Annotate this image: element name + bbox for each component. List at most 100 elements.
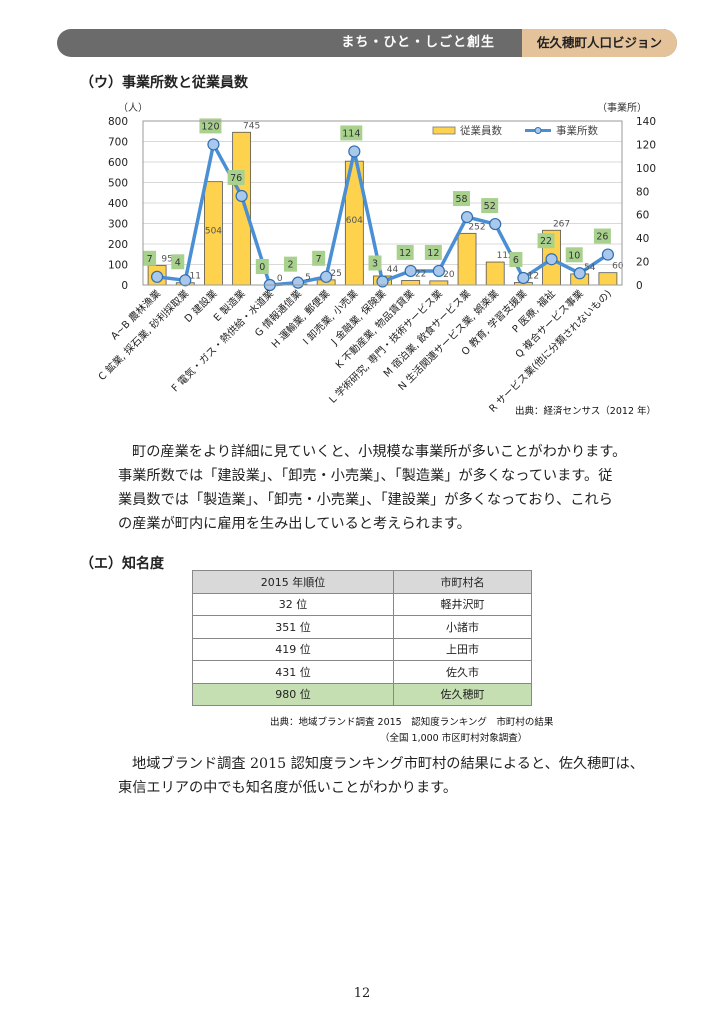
establishment-data-label: 0 <box>259 262 265 273</box>
table-row: 351 位小諸市 <box>192 615 533 639</box>
paragraph-line: の産業が町内に雇用を生み出していると考えられます。 <box>118 516 471 532</box>
establishment-data-label: 6 <box>513 255 519 266</box>
establishment-data-label: 76 <box>230 173 242 184</box>
table-source-note: （全国 1,000 市区町村対象調査） <box>380 733 528 744</box>
establishment-point <box>545 253 558 266</box>
municipality-cell: 佐久穂町 <box>392 682 533 706</box>
establishment-data-label: 12 <box>427 248 439 259</box>
rank-cell: 419 位 <box>192 637 394 661</box>
rank-cell: 980 位 <box>192 682 394 706</box>
paragraph-recognition: 地域ブランド調査 2015 認知度ランキング市町村の結果によると、佐久穂町は、 … <box>118 752 648 800</box>
establishment-label-box <box>537 233 555 249</box>
establishment-label-box <box>565 247 583 263</box>
right-tick-label: 40 <box>636 233 649 245</box>
establishment-label-box <box>593 228 611 244</box>
table-row: 431 位佐久市 <box>192 660 533 684</box>
establishment-label-box <box>340 125 363 141</box>
category-label: F 電気・ガス・熱供給・水道業 <box>168 287 275 394</box>
employee-data-label: 44 <box>387 265 399 275</box>
employee-data-label: 11 <box>190 272 201 282</box>
establishment-label-box <box>227 169 245 185</box>
establishment-data-label: 3 <box>372 258 378 269</box>
municipality-cell: 軽井沢町 <box>392 592 533 616</box>
employee-data-label: 112 <box>497 251 514 261</box>
employee-bar <box>401 280 421 286</box>
page-number: 12 <box>353 986 371 1001</box>
establishment-point <box>601 248 615 261</box>
establishment-point <box>489 217 502 231</box>
paragraph-line: 地域ブランド調査 2015 認知度ランキング市町村の結果によると、佐久穂町は、 <box>132 756 644 772</box>
paragraph-line: 町の産業をより詳細に見ていくと、小規模な事業所が多いことがわかります。 <box>132 444 627 460</box>
establishment-point <box>150 270 164 283</box>
establishment-data-label: 2 <box>287 260 293 271</box>
plot-area-border <box>142 120 623 286</box>
establishment-label-box <box>143 250 157 266</box>
paragraph-line: 東信エリアの中でも知名度が低いことがわかります。 <box>118 780 458 796</box>
legend-employees-label: 従業員数 <box>460 124 502 137</box>
employee-data-label: 504 <box>205 226 222 236</box>
municipality-cell: 佐久市 <box>392 660 533 684</box>
establishment-label-box <box>283 256 297 272</box>
establishment-data-label: 26 <box>596 232 608 243</box>
table-source: 出典：地域ブランド調査 2015 認知度ランキング 市町村の結果 <box>270 717 554 728</box>
employee-data-label: 20 <box>443 270 455 280</box>
legend-bar-swatch <box>432 126 456 135</box>
employee-data-label: 54 <box>584 263 596 273</box>
establishment-label-box <box>509 251 523 267</box>
header-section-title: まち・ひと・しごと創生 <box>341 35 495 50</box>
category-label: A~B 農林漁業 <box>108 287 163 342</box>
establishment-point <box>207 138 220 151</box>
table-row: 419 位上田市 <box>192 637 533 661</box>
left-tick-label: 200 <box>108 239 128 251</box>
establishment-data-label: 58 <box>455 194 467 205</box>
table-row: 32 位軽井沢町 <box>192 592 533 616</box>
employee-bar <box>232 131 252 286</box>
employee-data-label: 95 <box>161 255 172 265</box>
left-tick-label: 300 <box>108 219 128 231</box>
establishment-point <box>573 267 586 280</box>
employee-data-label: 604 <box>346 216 363 226</box>
section-heading-establishments: （ウ）事業所数と従業員数 <box>80 75 248 91</box>
establishment-data-label: 7 <box>147 254 153 265</box>
paragraph-industry: 町の産業をより詳細に見ていくと、小規模な事業所が多いことがわかります。 事業所数… <box>118 440 648 536</box>
establishment-point <box>432 264 445 278</box>
municipality-cell: 小諸市 <box>392 615 533 639</box>
header-document-title: 佐久穂町人口ビジョン <box>522 29 677 57</box>
employee-data-label: 25 <box>330 269 341 279</box>
establishment-label-box <box>171 254 185 270</box>
right-axis-unit: （事業所） <box>597 101 647 114</box>
column-header-municipality: 市町村名 <box>392 570 533 594</box>
establishment-point <box>179 274 192 287</box>
establishment-data-label: 12 <box>399 248 411 259</box>
employee-bar <box>485 261 505 286</box>
establishment-label-box <box>368 255 382 271</box>
chart-axes: 0100200300400500600700800020406080100120… <box>108 116 656 292</box>
left-tick-label: 700 <box>108 137 128 149</box>
left-tick-label: 100 <box>108 260 128 272</box>
left-tick-label: 500 <box>108 178 128 190</box>
establishment-label-box <box>424 244 442 260</box>
column-header-rank: 2015 年順位 <box>192 570 394 594</box>
rank-cell: 351 位 <box>192 615 394 639</box>
establishment-label-box <box>453 191 471 207</box>
establishment-data-label: 120 <box>201 121 219 132</box>
establishment-point <box>460 210 474 224</box>
establishment-data-label: 4 <box>175 257 181 268</box>
establishment-label-box <box>481 198 499 214</box>
page-header-bar: まち・ひと・しごと創生 佐久穂町人口ビジョン <box>57 29 677 57</box>
establishment-point <box>376 275 389 288</box>
right-tick-label: 60 <box>636 210 649 222</box>
left-tick-label: 800 <box>108 116 128 128</box>
rank-cell: 32 位 <box>192 592 394 616</box>
establishment-label-box <box>199 118 222 134</box>
establishment-data-label: 10 <box>568 250 580 261</box>
chart-legend: 従業員数 事業所数 <box>432 124 598 137</box>
left-tick-label: 600 <box>108 157 128 169</box>
municipality-cell: 上田市 <box>392 637 533 661</box>
establishment-label-box <box>312 250 326 266</box>
employee-data-label: 252 <box>468 222 485 232</box>
paragraph-line: 事業所数では「建設業」、「卸売・小売業」、「製造業」が多くなっています。従 <box>118 468 613 484</box>
